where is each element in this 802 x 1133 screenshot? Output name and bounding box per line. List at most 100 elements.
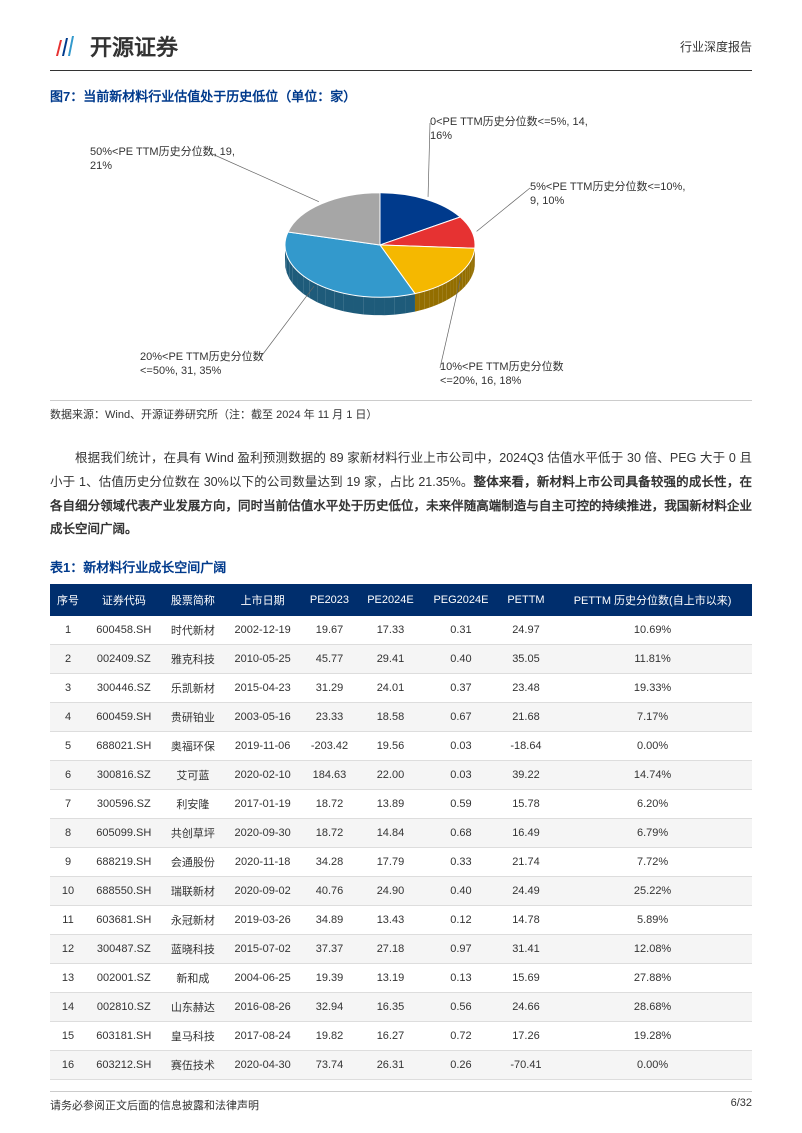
table-cell: 13.43 [358, 906, 423, 935]
table-cell: 24.01 [358, 674, 423, 703]
table-row: 9688219.SH会通股份2020-11-1834.2817.790.3321… [50, 848, 752, 877]
table-cell: 32.94 [301, 993, 358, 1022]
table-cell: 2015-04-23 [224, 674, 301, 703]
table-row: 8605099.SH共创草坪2020-09-3018.7214.840.6816… [50, 819, 752, 848]
table-cell: 603681.SH [86, 906, 162, 935]
table-cell: 45.77 [301, 645, 358, 674]
table-cell: 利安隆 [162, 790, 224, 819]
table-cell: 0.68 [423, 819, 499, 848]
table-row: 1600458.SH时代新材2002-12-1919.6717.330.3124… [50, 616, 752, 645]
table-cell: 0.33 [423, 848, 499, 877]
table-cell: 14.74% [553, 761, 752, 790]
table-cell: 8 [50, 819, 86, 848]
table-cell: 0.72 [423, 1022, 499, 1051]
table-cell: 0.40 [423, 645, 499, 674]
table-cell: 2020-04-30 [224, 1051, 301, 1080]
table-cell: 11.81% [553, 645, 752, 674]
table-cell: 603181.SH [86, 1022, 162, 1051]
table-cell: 皇马科技 [162, 1022, 224, 1051]
table-row: 12300487.SZ蓝晓科技2015-07-0237.3727.180.973… [50, 935, 752, 964]
table-cell: 2003-05-16 [224, 703, 301, 732]
table-cell: 24.49 [499, 877, 553, 906]
table-cell: 24.90 [358, 877, 423, 906]
table-cell: 7.17% [553, 703, 752, 732]
table-head: 序号证券代码股票简称上市日期PE2023PE2024EPEG2024EPETTM… [50, 584, 752, 616]
table-cell: 0.67 [423, 703, 499, 732]
table-cell: 12 [50, 935, 86, 964]
footer-disclaimer: 请务必参阅正文后面的信息披露和法律声明 [50, 1097, 259, 1113]
table-row: 6300816.SZ艾可蓝2020-02-10184.6322.000.0339… [50, 761, 752, 790]
chart-title: 图7：当前新材料行业估值处于历史低位（单位：家） [50, 86, 752, 105]
logo: 开源证券 [50, 30, 178, 62]
table-cell: 0.97 [423, 935, 499, 964]
page-header: 开源证券 行业深度报告 [50, 30, 752, 71]
table-cell: 27.88% [553, 964, 752, 993]
table-cell: 19.56 [358, 732, 423, 761]
table-cell: 2016-08-26 [224, 993, 301, 1022]
table-cell: 17.33 [358, 616, 423, 645]
table-cell: 21.74 [499, 848, 553, 877]
table-cell: 16.49 [499, 819, 553, 848]
table-row: 16603212.SH赛伍技术2020-04-3073.7426.310.26-… [50, 1051, 752, 1080]
table-cell: 会通股份 [162, 848, 224, 877]
table-cell: 2020-02-10 [224, 761, 301, 790]
table-cell: 300596.SZ [86, 790, 162, 819]
table-cell: 17.79 [358, 848, 423, 877]
table-cell: 37.37 [301, 935, 358, 964]
table-cell: 24.66 [499, 993, 553, 1022]
page-number: 6/32 [731, 1097, 752, 1113]
table-cell: -18.64 [499, 732, 553, 761]
table-cell: 0.59 [423, 790, 499, 819]
table-header-cell: PE2024E [358, 584, 423, 616]
table-cell: 39.22 [499, 761, 553, 790]
logo-text: 开源证券 [90, 30, 178, 62]
table-row: 15603181.SH皇马科技2017-08-2419.8216.270.721… [50, 1022, 752, 1051]
table-cell: 2019-03-26 [224, 906, 301, 935]
table-cell: 6.79% [553, 819, 752, 848]
table-header-cell: 股票简称 [162, 584, 224, 616]
table-cell: 13.19 [358, 964, 423, 993]
table-header-cell: 序号 [50, 584, 86, 616]
table-cell: 13.89 [358, 790, 423, 819]
table-cell: 蓝晓科技 [162, 935, 224, 964]
table-cell: 17.26 [499, 1022, 553, 1051]
table-cell: 0.03 [423, 761, 499, 790]
table-cell: 3 [50, 674, 86, 703]
table-cell: 31.41 [499, 935, 553, 964]
table-cell: 688219.SH [86, 848, 162, 877]
table-cell: 山东赫达 [162, 993, 224, 1022]
table-cell: 19.28% [553, 1022, 752, 1051]
table-cell: 16.35 [358, 993, 423, 1022]
table-cell: 27.18 [358, 935, 423, 964]
table-cell: -203.42 [301, 732, 358, 761]
table-cell: 10 [50, 877, 86, 906]
table-cell: 300816.SZ [86, 761, 162, 790]
table-cell: 0.31 [423, 616, 499, 645]
pie-slice-label: 20%<PE TTM历史分位数<=50%, 31, 35% [140, 350, 300, 379]
table-cell: 0.26 [423, 1051, 499, 1080]
table-cell: 4 [50, 703, 86, 732]
table-cell: 7 [50, 790, 86, 819]
table-header-cell: 证券代码 [86, 584, 162, 616]
table-cell: 40.76 [301, 877, 358, 906]
table-cell: 300487.SZ [86, 935, 162, 964]
table-row: 7300596.SZ利安隆2017-01-1918.7213.890.5915.… [50, 790, 752, 819]
table-cell: 贵研铂业 [162, 703, 224, 732]
pie-slice-label: 50%<PE TTM历史分位数, 19, 21% [90, 145, 250, 174]
table-cell: -70.41 [499, 1051, 553, 1080]
table-cell: 2020-09-30 [224, 819, 301, 848]
table-cell: 13 [50, 964, 86, 993]
table-cell: 2019-11-06 [224, 732, 301, 761]
table-cell: 6.20% [553, 790, 752, 819]
table-cell: 6 [50, 761, 86, 790]
table-header-cell: PETTM 历史分位数(自上市以来) [553, 584, 752, 616]
page: 开源证券 行业深度报告 图7：当前新材料行业估值处于历史低位（单位：家） 0<P… [0, 0, 802, 1133]
table-cell: 18.72 [301, 819, 358, 848]
table-cell: 19.39 [301, 964, 358, 993]
table-cell: 2017-01-19 [224, 790, 301, 819]
table-cell: 34.89 [301, 906, 358, 935]
table-cell: 25.22% [553, 877, 752, 906]
table-cell: 24.97 [499, 616, 553, 645]
table-cell: 1 [50, 616, 86, 645]
table-cell: 9 [50, 848, 86, 877]
